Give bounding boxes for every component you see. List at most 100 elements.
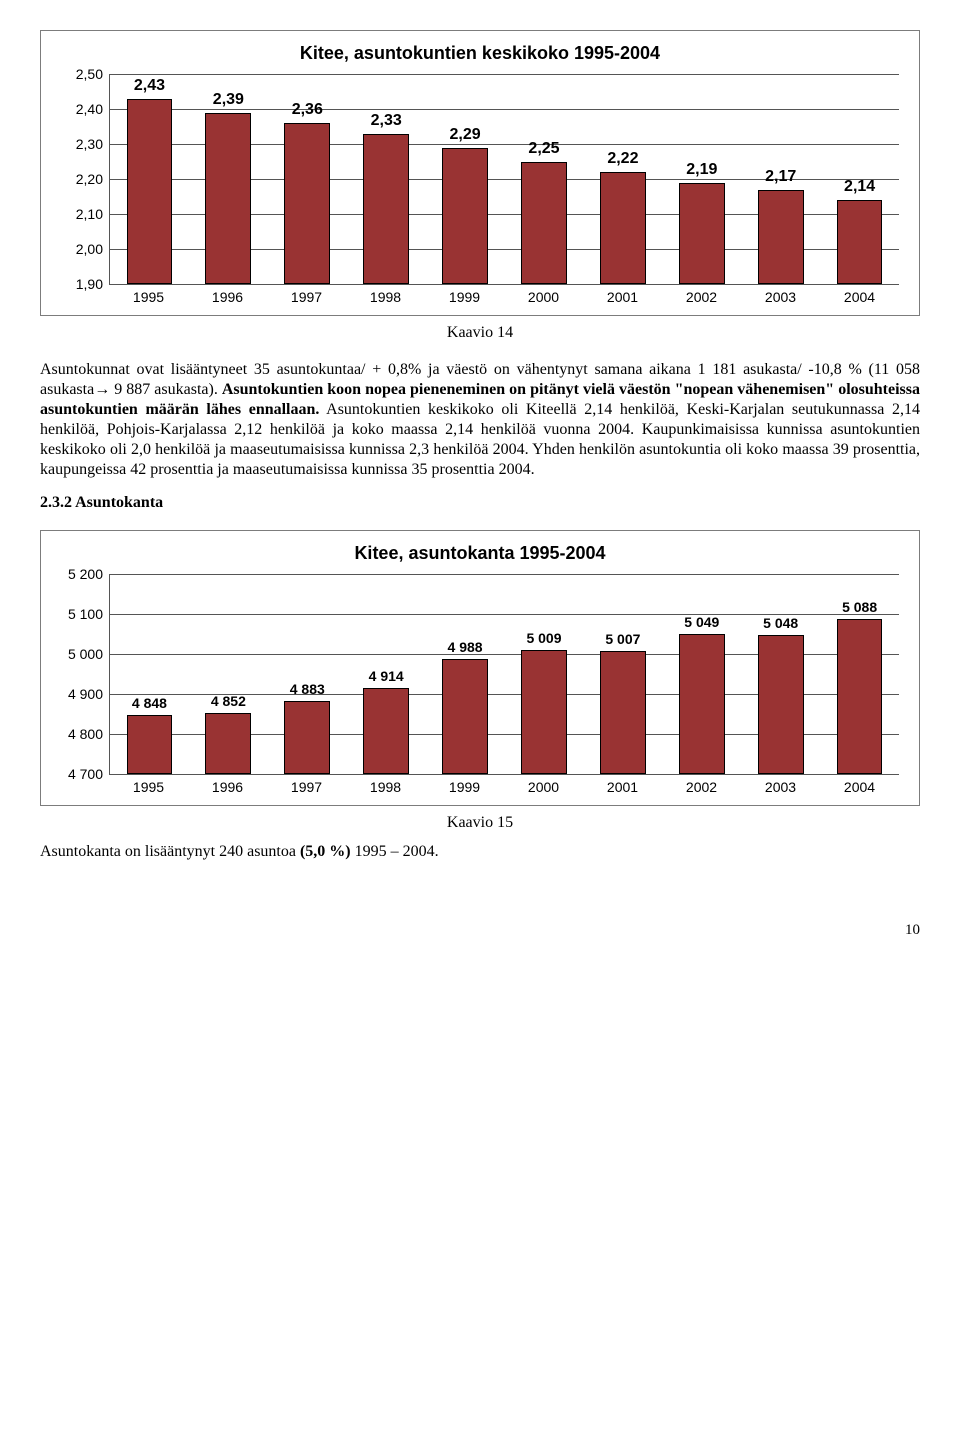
bar [679, 183, 725, 285]
bar-value-label: 2,17 [765, 168, 796, 186]
bar [600, 172, 646, 284]
bar [127, 99, 173, 285]
bar-slot: 5 088 [820, 574, 899, 774]
bar [758, 190, 804, 285]
y-tick-label: 4 700 [68, 766, 103, 782]
chart-2-bars: 4 848 4 852 4 883 4 914 4 988 5 009 5 007 5 049… [110, 574, 899, 774]
bar-value-label: 4 848 [132, 695, 167, 711]
y-tick-label: 2,50 [76, 66, 103, 82]
section-heading: 2.3.2 Asuntokanta [40, 494, 920, 512]
para2-bold: (5,0 %) [300, 843, 351, 860]
y-tick-label: 2,20 [76, 171, 103, 187]
chart-1-plot: 2,43 2,39 2,36 2,33 2,29 2,25 2,22 2,19 2,17 2,14 [109, 74, 899, 285]
y-tick-label: 4 900 [68, 686, 103, 702]
bar [521, 162, 567, 285]
x-tick-label: 1996 [188, 775, 267, 795]
bar-value-label: 4 914 [369, 668, 404, 684]
caption-1: Kaavio 14 [40, 324, 920, 342]
bar-slot: 4 848 [110, 574, 189, 774]
y-tick-label: 1,90 [76, 276, 103, 292]
bar-slot: 2,36 [268, 74, 347, 284]
bar-slot: 2,43 [110, 74, 189, 284]
x-tick-label: 1999 [425, 775, 504, 795]
bar [442, 659, 488, 774]
x-tick-label: 2003 [741, 285, 820, 305]
y-tick-label: 5 000 [68, 646, 103, 662]
x-tick-label: 1995 [109, 775, 188, 795]
paragraph-2: Asuntokanta on lisääntynyt 240 asuntoa (… [40, 842, 920, 862]
para2-text-a: Asuntokanta on lisääntynyt 240 asuntoa [40, 843, 300, 860]
x-tick-label: 1996 [188, 285, 267, 305]
chart-1-x-ticks: 1995199619971998199920002001200220032004 [109, 285, 899, 305]
bar [363, 688, 409, 774]
y-tick-label: 2,40 [76, 101, 103, 117]
chart-2-area: 5 2005 1005 0004 9004 8004 700 4 8484 85… [61, 574, 899, 795]
bar-slot: 4 988 [426, 574, 505, 774]
bar-value-label: 4 852 [211, 693, 246, 709]
bar-slot: 5 009 [505, 574, 584, 774]
chart-1-area: 2,502,402,302,202,102,001,90 2,432,392,3… [61, 74, 899, 305]
x-tick-label: 2002 [662, 285, 741, 305]
bar-value-label: 2,19 [686, 161, 717, 179]
x-tick-label: 2004 [820, 775, 899, 795]
chart-2-title: Kitee, asuntokanta 1995-2004 [61, 543, 899, 564]
bar-value-label: 4 883 [290, 681, 325, 697]
bar [442, 148, 488, 285]
chart-1-title: Kitee, asuntokuntien keskikoko 1995-2004 [61, 43, 899, 64]
bar-slot: 4 914 [347, 574, 426, 774]
y-tick-label: 2,00 [76, 241, 103, 257]
bar [205, 113, 251, 285]
bar [127, 715, 173, 774]
x-tick-label: 2004 [820, 285, 899, 305]
bar-slot: 2,29 [426, 74, 505, 284]
x-tick-label: 2001 [583, 775, 662, 795]
bar-value-label: 2,22 [607, 150, 638, 168]
bar [837, 200, 883, 284]
bar-value-label: 5 088 [842, 599, 877, 615]
bar-slot: 2,22 [583, 74, 662, 284]
bar-value-label: 2,33 [371, 112, 402, 130]
bar-value-label: 4 988 [448, 639, 483, 655]
x-tick-label: 2001 [583, 285, 662, 305]
bar-slot: 2,25 [505, 74, 584, 284]
bar [600, 651, 646, 774]
x-tick-label: 2000 [504, 775, 583, 795]
bar [363, 134, 409, 285]
bar [837, 619, 883, 774]
bar [284, 701, 330, 774]
bar-value-label: 2,36 [292, 101, 323, 119]
x-tick-label: 1997 [267, 285, 346, 305]
chart-2-y-ticks: 5 2005 1005 0004 9004 8004 700 [61, 574, 109, 774]
bar-slot: 5 048 [741, 574, 820, 774]
chart-1-y-ticks: 2,502,402,302,202,102,001,90 [61, 74, 109, 284]
paragraph-1: Asuntokunnat ovat lisääntyneet 35 asunto… [40, 360, 920, 480]
bar-slot: 2,17 [741, 74, 820, 284]
bar-slot: 2,39 [189, 74, 268, 284]
bar-slot: 2,33 [347, 74, 426, 284]
bar-value-label: 5 009 [526, 630, 561, 646]
chart-2-plot: 4 848 4 852 4 883 4 914 4 988 5 009 5 007 5 049… [109, 574, 899, 775]
bar-value-label: 2,29 [450, 126, 481, 144]
y-tick-label: 2,10 [76, 206, 103, 222]
x-tick-label: 1995 [109, 285, 188, 305]
bar-slot: 5 049 [662, 574, 741, 774]
chart-2-x-ticks: 1995199619971998199920002001200220032004 [109, 775, 899, 795]
page-number: 10 [40, 922, 920, 939]
bar [758, 635, 804, 774]
bar-value-label: 5 007 [605, 631, 640, 647]
caption-2: Kaavio 15 [40, 814, 920, 832]
bar-slot: 5 007 [583, 574, 662, 774]
chart-1-container: Kitee, asuntokuntien keskikoko 1995-2004… [40, 30, 920, 316]
bar-slot: 2,14 [820, 74, 899, 284]
x-tick-label: 2000 [504, 285, 583, 305]
x-tick-label: 2003 [741, 775, 820, 795]
bar-value-label: 2,14 [844, 178, 875, 196]
y-tick-label: 5 100 [68, 606, 103, 622]
x-tick-label: 1998 [346, 285, 425, 305]
x-tick-label: 1998 [346, 775, 425, 795]
bar-slot: 4 852 [189, 574, 268, 774]
y-tick-label: 5 200 [68, 566, 103, 582]
bar-value-label: 2,25 [528, 140, 559, 158]
bar-value-label: 2,39 [213, 91, 244, 109]
bar [284, 123, 330, 284]
